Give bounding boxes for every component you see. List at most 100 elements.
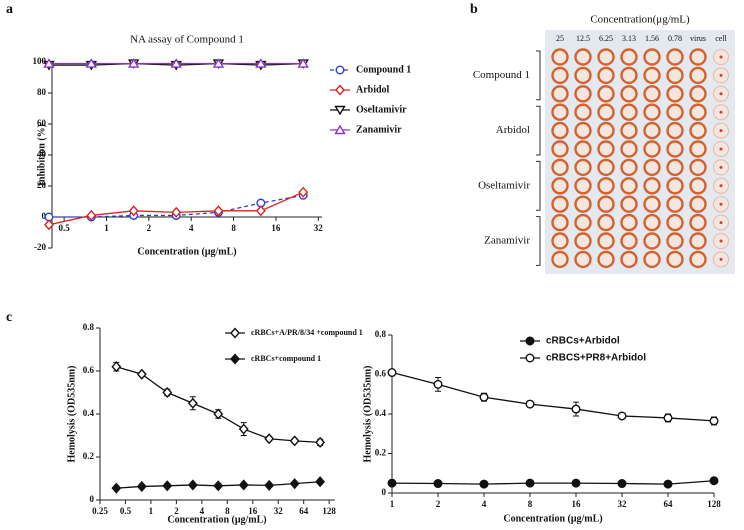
marker xyxy=(187,479,198,491)
marker xyxy=(162,386,173,399)
marker xyxy=(212,58,225,68)
x-tick-label: 16 xyxy=(271,223,281,233)
marker xyxy=(387,368,397,378)
marker xyxy=(170,58,182,68)
legend-label: Zanamivir xyxy=(356,124,402,135)
marker xyxy=(213,205,224,217)
x-axis-label: Concentration (μg/mL) xyxy=(167,514,266,525)
y-axis-label: Hemolysis (OD535nm) xyxy=(362,366,373,463)
y-tick-label: 0.8 xyxy=(375,329,387,339)
well xyxy=(551,213,569,232)
well xyxy=(597,232,615,250)
well xyxy=(574,48,592,66)
well xyxy=(643,48,661,66)
y-tick-label: 0 xyxy=(42,211,47,221)
well xyxy=(597,158,615,177)
well xyxy=(643,195,661,213)
marker xyxy=(433,379,443,389)
x-tick-label: 4 xyxy=(482,499,487,509)
marker xyxy=(297,58,309,68)
well xyxy=(551,121,569,140)
marker xyxy=(213,480,224,492)
well xyxy=(666,232,684,250)
well xyxy=(620,48,638,66)
well xyxy=(620,213,638,232)
bracket xyxy=(536,105,541,156)
well-dot xyxy=(719,55,723,59)
well xyxy=(597,195,615,213)
well xyxy=(666,195,684,213)
well xyxy=(551,66,569,85)
marker xyxy=(255,58,267,68)
well xyxy=(551,140,569,158)
well xyxy=(689,213,707,232)
x-tick-label: 8 xyxy=(528,499,533,509)
legend-marker xyxy=(335,65,345,75)
legend-marker xyxy=(230,353,240,365)
legend-marker xyxy=(335,84,345,96)
well-dot xyxy=(719,202,723,206)
well xyxy=(666,177,684,195)
well xyxy=(643,158,661,177)
y-tick-label: 20 xyxy=(37,180,47,190)
well xyxy=(597,250,615,269)
well xyxy=(689,250,707,269)
series-line xyxy=(391,480,715,485)
well xyxy=(551,195,569,213)
y-tick-label: -20 xyxy=(34,242,46,252)
marker xyxy=(127,58,140,68)
plate-column-label: cell xyxy=(715,34,727,43)
well xyxy=(620,103,638,121)
well xyxy=(597,121,615,140)
marker xyxy=(663,413,673,423)
marker xyxy=(709,416,719,426)
marker xyxy=(43,58,55,68)
well xyxy=(643,232,661,250)
marker xyxy=(433,479,443,489)
legend-marker xyxy=(525,336,535,346)
legend-label: cRBCs+A/PR/8/34 +compound 1 xyxy=(251,328,363,337)
legend-label: Oseltamivir xyxy=(356,104,407,115)
well xyxy=(620,232,638,250)
marker xyxy=(44,219,54,231)
x-tick-label: 2 xyxy=(174,506,179,516)
x-tick-label: 32 xyxy=(314,223,324,233)
marker xyxy=(525,478,535,488)
well xyxy=(689,66,707,85)
marker xyxy=(479,479,489,489)
well xyxy=(597,66,615,85)
x-tick-label: 128 xyxy=(707,499,721,509)
well xyxy=(620,158,638,177)
well xyxy=(574,177,592,195)
legend-marker xyxy=(230,327,240,339)
y-tick-label: 0.2 xyxy=(83,451,95,461)
well xyxy=(666,250,684,269)
well xyxy=(551,177,569,195)
well xyxy=(689,177,707,195)
marker xyxy=(289,435,300,447)
well xyxy=(551,250,569,269)
marker xyxy=(571,404,581,414)
y-tick-label: 0.4 xyxy=(83,408,95,418)
well xyxy=(620,177,638,195)
x-tick-label: 0.5 xyxy=(120,506,132,516)
legend-label: Compound 1 xyxy=(356,64,411,75)
y-tick-label: 100 xyxy=(33,56,47,66)
x-tick-label: 8 xyxy=(231,223,236,233)
legend-marker xyxy=(525,353,535,363)
x-axis-label: Concentration (μg/mL) xyxy=(137,246,236,257)
y-tick-label: 0 xyxy=(382,487,387,497)
well xyxy=(620,66,638,85)
x-tick-label: 16 xyxy=(248,506,258,516)
y-tick-label: 0.4 xyxy=(375,408,387,418)
marker xyxy=(617,411,627,421)
x-axis-label: Concentration (μg/mL) xyxy=(503,513,602,524)
well xyxy=(643,85,661,103)
plate-column-label: virus xyxy=(690,34,706,43)
marker xyxy=(479,392,489,402)
plate-row-label: Arbidol xyxy=(496,124,530,136)
well-dot xyxy=(719,147,723,151)
marker xyxy=(238,423,249,435)
well-dot xyxy=(719,110,723,114)
